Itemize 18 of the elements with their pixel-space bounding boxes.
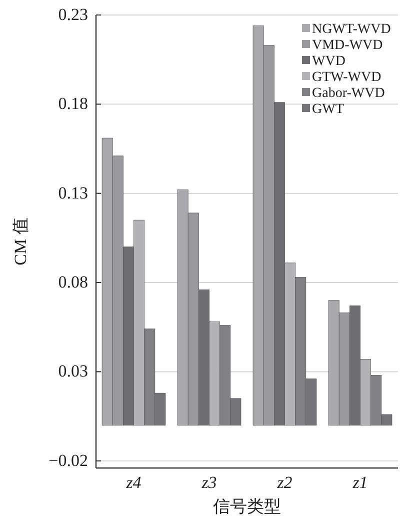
- x-axis-title: 信号类型: [213, 497, 281, 516]
- y-tick-label: −0.02: [48, 450, 88, 470]
- x-tick-label: z4: [125, 473, 142, 492]
- x-tick-label: z2: [276, 473, 293, 492]
- legend-label: VMD-WVD: [312, 38, 383, 53]
- legend-label: GTW-WVD: [312, 70, 382, 85]
- legend-label: WVD: [312, 54, 346, 69]
- y-tick-label: 0.18: [58, 94, 88, 114]
- legend-label: NGWT-WVD: [312, 22, 391, 37]
- y-tick-label: 0.03: [58, 362, 88, 381]
- y-tick-label: 0.23: [58, 5, 88, 24]
- legend-label: GWT: [312, 102, 344, 117]
- y-tick-label: 0.08: [58, 272, 88, 292]
- y-axis-title: CM 值: [11, 218, 30, 266]
- y-tick-label: 0.13: [58, 183, 88, 202]
- legend-label: Gabor-WVD: [312, 86, 385, 101]
- x-tick-label: z1: [352, 473, 368, 492]
- x-tick-label: z3: [200, 473, 217, 492]
